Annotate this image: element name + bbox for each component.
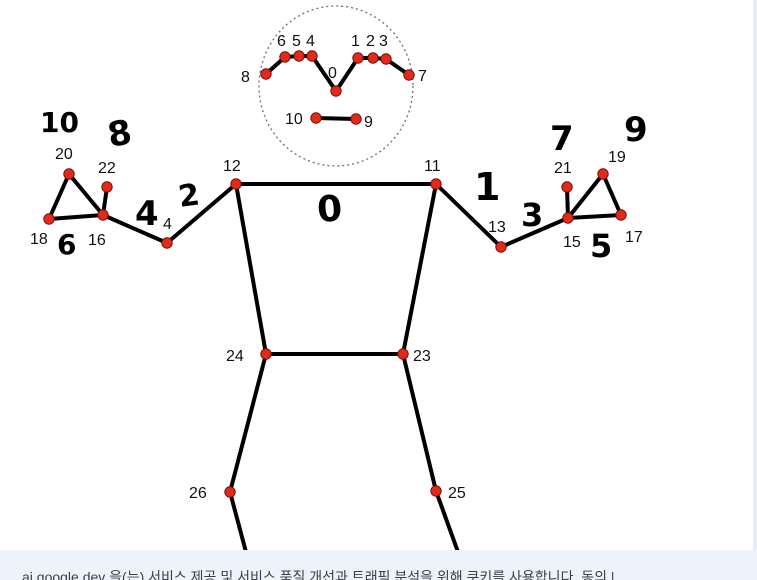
landmark-point-14 <box>161 237 173 249</box>
landmark-point-11 <box>430 178 442 190</box>
landmark-point-5 <box>293 50 305 62</box>
landmark-point-18 <box>43 213 55 225</box>
landmark-point-15 <box>562 212 574 224</box>
connection-16-20 <box>67 172 105 217</box>
connection-0-1 <box>334 56 360 93</box>
leg-continuation <box>228 491 248 553</box>
landmark-points <box>43 50 627 498</box>
connection-14-16 <box>101 213 169 245</box>
connection-17-19 <box>601 172 623 217</box>
handwritten-annotation-10: 10 <box>40 106 79 139</box>
handwritten-annotation-2: 2 <box>176 177 202 215</box>
landmark-label-24: 24 <box>226 348 244 365</box>
handwritten-annotation-8: 8 <box>105 112 135 156</box>
landmark-point-13 <box>495 241 507 253</box>
handwritten-annotation-1: 1 <box>474 165 500 209</box>
landmark-label-5: 5 <box>292 33 301 50</box>
connection-24-26 <box>228 352 268 494</box>
landmark-label-22: 22 <box>98 160 116 177</box>
page-edge <box>753 0 757 580</box>
connection-15-17 <box>566 213 623 220</box>
leg-continuation <box>434 490 460 553</box>
landmark-label-0: 0 <box>328 65 337 82</box>
landmark-point-9 <box>350 113 362 125</box>
landmark-point-10 <box>310 112 322 124</box>
connection-12-14 <box>165 182 238 245</box>
landmark-label-1: 1 <box>351 33 360 50</box>
landmark-label-10: 10 <box>285 111 303 128</box>
landmark-point-8 <box>260 68 272 80</box>
connection-11-13 <box>434 182 503 249</box>
landmark-point-2 <box>367 52 379 64</box>
landmark-point-25 <box>430 485 442 497</box>
connection-11-23 <box>401 182 438 356</box>
landmark-point-16 <box>97 209 109 221</box>
connection-18-20 <box>47 172 71 221</box>
landmark-label-16: 16 <box>88 232 106 249</box>
landmark-label-13: 13 <box>488 219 506 236</box>
handwritten-annotation-0: 0 <box>316 188 344 231</box>
landmark-point-12 <box>230 178 242 190</box>
landmark-label-26: 26 <box>189 485 207 502</box>
handwritten-annotation-7: 7 <box>550 119 574 159</box>
landmark-point-7 <box>403 69 415 81</box>
landmark-point-1 <box>352 52 364 64</box>
landmark-point-21 <box>561 181 573 193</box>
landmark-label-4: 4 <box>306 33 315 50</box>
landmark-point-22 <box>101 181 113 193</box>
landmark-label-7: 7 <box>418 68 427 85</box>
connection-12-24 <box>234 182 268 356</box>
landmark-point-0 <box>330 85 342 97</box>
connection-23-25 <box>401 352 438 493</box>
landmark-label-14: 4 <box>163 216 172 233</box>
landmark-point-24 <box>260 348 272 360</box>
connection-16-18 <box>47 213 105 221</box>
landmark-label-15: 15 <box>563 234 581 251</box>
landmark-point-3 <box>380 53 392 65</box>
landmark-label-23: 23 <box>413 348 431 365</box>
face-boundary-circle <box>258 5 414 167</box>
landmark-label-21: 21 <box>554 160 572 177</box>
landmark-label-12: 12 <box>223 158 241 175</box>
handwritten-annotation-9: 9 <box>624 110 648 150</box>
connection-13-15 <box>499 216 570 249</box>
landmark-label-9: 9 <box>364 114 373 131</box>
landmark-label-3: 3 <box>379 33 388 50</box>
connection-10-9 <box>314 116 358 121</box>
landmark-point-4 <box>306 50 318 62</box>
cookie-consent-bar: ai.google.dev 을(는) 서비스 제공 및 서비스 품질 개선과 트… <box>0 550 757 580</box>
landmark-point-26 <box>224 486 236 498</box>
handwritten-annotation-5: 5 <box>590 227 612 265</box>
landmark-point-23 <box>397 348 409 360</box>
landmark-point-17 <box>615 209 627 221</box>
landmark-label-6: 6 <box>277 33 286 50</box>
connection-15-19 <box>566 172 605 220</box>
landmark-label-17: 17 <box>625 229 643 246</box>
landmark-label-25: 25 <box>448 485 466 502</box>
landmark-label-2: 2 <box>366 33 375 50</box>
connection-4-0 <box>310 54 338 93</box>
landmark-label-18: 18 <box>30 231 48 248</box>
landmark-label-8: 8 <box>241 69 250 86</box>
landmark-point-20 <box>63 168 75 180</box>
skeleton-connections <box>47 54 623 553</box>
handwritten-annotation-6: 6 <box>57 228 76 261</box>
landmark-point-19 <box>597 168 609 180</box>
cookie-consent-text: ai.google.dev 을(는) 서비스 제공 및 서비스 품질 개선과 트… <box>22 569 615 580</box>
landmark-label-19: 19 <box>608 149 626 166</box>
handwritten-annotation-3: 3 <box>521 196 543 234</box>
landmark-label-11: 11 <box>424 158 441 175</box>
landmark-label-20: 20 <box>55 146 73 163</box>
landmark-point-6 <box>279 51 291 63</box>
handwritten-annotation-4: 4 <box>135 194 159 234</box>
